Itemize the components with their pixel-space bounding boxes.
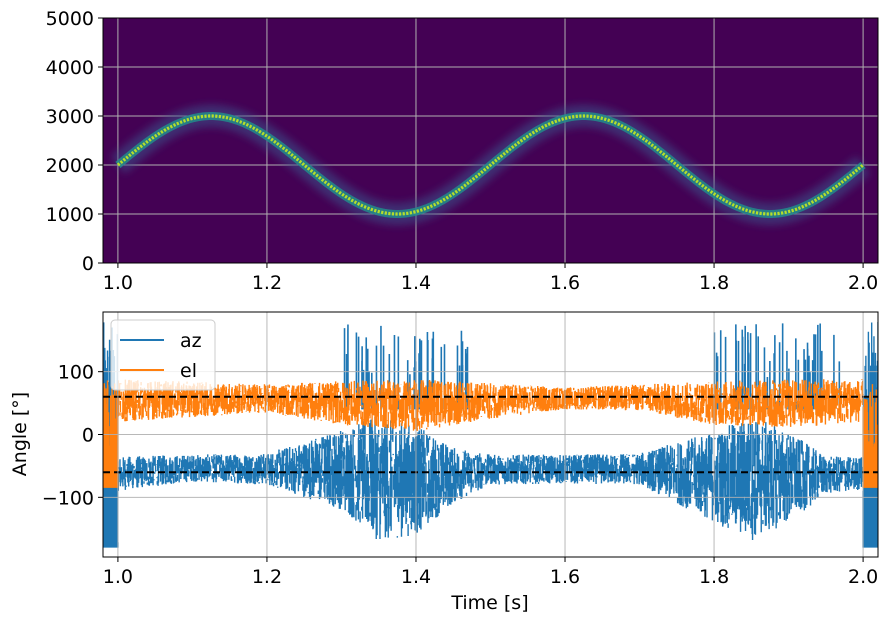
x-tick-label: 1.4 (401, 272, 431, 294)
x-tick-label: 2.0 (848, 272, 878, 294)
x-tick-label: 1.2 (252, 566, 282, 588)
angle-ticks: 1.0 1.2 1.4 1.6 1.8 2.0 −100 0 100 (42, 362, 878, 588)
angle-panel: 1.0 1.2 1.4 1.6 1.8 2.0 −100 0 100 Time [s] Angl… (9, 311, 879, 614)
spectrogram-panel: 1.0 1.2 1.4 1.6 1.8 2.0 0 1000 2000 3000 4000 5000 (46, 8, 879, 294)
legend-box (110, 319, 216, 391)
legend-label-az: az (180, 330, 202, 352)
spectrogram-frame (102, 17, 879, 264)
y-tick-label: 3000 (46, 106, 94, 128)
reference-lines (103, 395, 878, 474)
y-tick-label: 5000 (46, 8, 94, 30)
y-axis-label: Angle [°] (9, 392, 31, 476)
x-tick-label: 1.6 (550, 272, 580, 294)
y-tick-label: 100 (58, 362, 94, 384)
legend-label-el: el (180, 360, 197, 382)
x-axis-label: Time [s] (450, 592, 528, 614)
spectrogram-signal (116, 114, 865, 216)
series-az (103, 322, 878, 548)
spectrogram-background (103, 18, 878, 263)
y-tick-label: 0 (82, 425, 94, 447)
spectrogram-ticks: 1.0 1.2 1.4 1.6 1.8 2.0 0 1000 2000 3000 4000 5000 (46, 8, 879, 294)
y-tick-label: 1000 (46, 204, 94, 226)
x-tick-label: 1.8 (699, 272, 729, 294)
x-tick-label: 1.8 (699, 566, 729, 588)
y-tick-label: 2000 (46, 155, 94, 177)
x-tick-label: 1.0 (103, 566, 133, 588)
y-tick-label: 4000 (46, 57, 94, 79)
x-tick-label: 1.2 (252, 272, 282, 294)
y-tick-label: −100 (42, 487, 94, 509)
y-tick-label: 0 (82, 253, 94, 275)
series-line-el (103, 379, 878, 488)
x-tick-label: 2.0 (848, 566, 878, 588)
x-tick-label: 1.4 (401, 566, 431, 588)
x-tick-label: 1.6 (550, 566, 580, 588)
series-el (103, 379, 878, 488)
x-tick-label: 1.0 (103, 272, 133, 294)
legend: az el (110, 319, 216, 391)
